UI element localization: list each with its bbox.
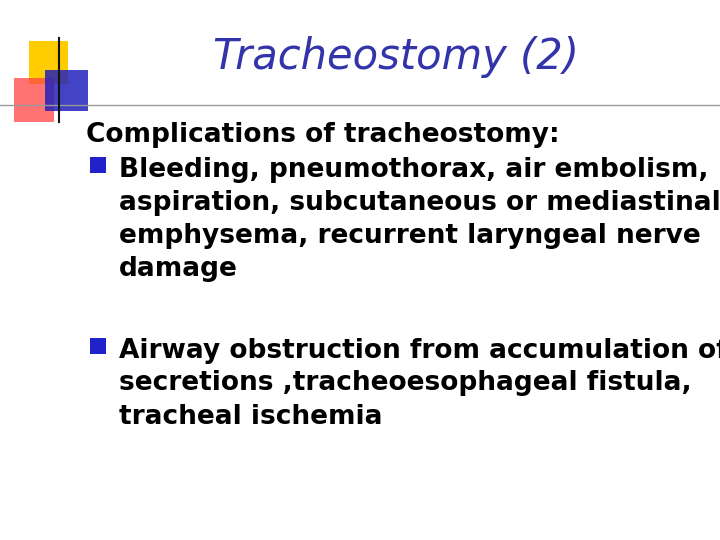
Text: Airway obstruction from accumulation of
secretions ,tracheoesophageal fistula,
t: Airway obstruction from accumulation of … xyxy=(119,338,720,429)
Bar xyxy=(90,338,106,354)
Bar xyxy=(90,157,106,173)
Bar xyxy=(29,40,68,84)
Text: Complications of tracheostomy:: Complications of tracheostomy: xyxy=(86,122,560,147)
Bar xyxy=(45,70,88,111)
Text: Tracheostomy (2): Tracheostomy (2) xyxy=(213,36,579,78)
Text: Bleeding, pneumothorax, air embolism,
aspiration, subcutaneous or mediastinal
em: Bleeding, pneumothorax, air embolism, as… xyxy=(119,157,720,281)
Bar xyxy=(14,78,54,122)
